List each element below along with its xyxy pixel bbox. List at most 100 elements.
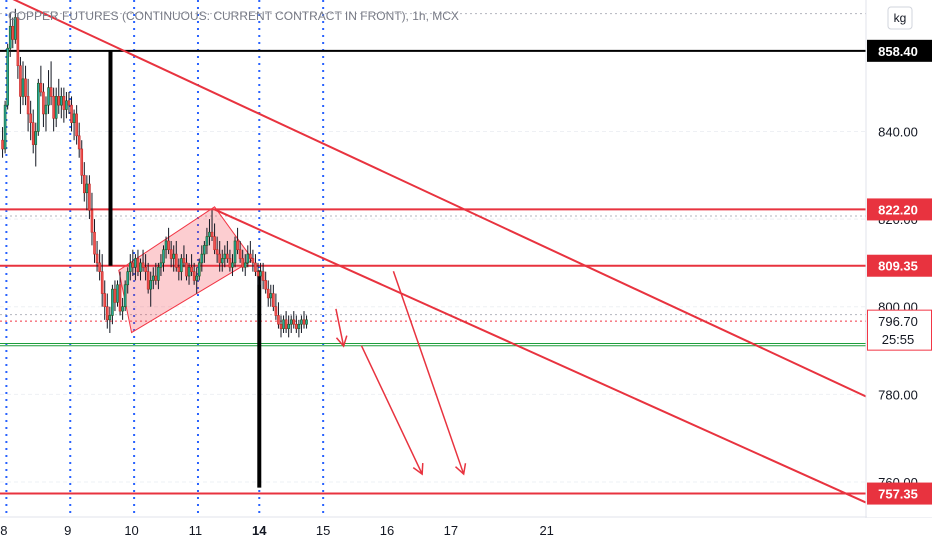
candle-118 — [302, 311, 306, 329]
candle-33 — [85, 175, 89, 211]
candle-body — [157, 266, 160, 281]
date-tick-label: 14 — [252, 523, 267, 538]
candle-66 — [169, 240, 173, 268]
candle-80 — [205, 227, 209, 255]
candle-body — [134, 258, 137, 268]
candle-16 — [42, 83, 45, 128]
candle-body — [149, 280, 153, 290]
candle-7 — [19, 56, 22, 114]
candle-37 — [95, 240, 99, 272]
candle-body — [70, 104, 73, 123]
candle-body — [151, 275, 155, 281]
candle-107 — [274, 293, 278, 320]
candle-24 — [62, 87, 66, 123]
candle-49 — [126, 267, 130, 294]
candle-body — [200, 253, 204, 264]
candle-46 — [118, 271, 122, 316]
candle-body — [289, 319, 293, 325]
candle-body — [67, 100, 71, 106]
candle-body — [105, 306, 109, 321]
candle-body — [295, 323, 298, 329]
arrow-1[interactable] — [360, 345, 424, 476]
candle-86 — [220, 249, 224, 272]
candle-body — [226, 253, 229, 259]
candle-105 — [269, 284, 273, 307]
candle-body — [126, 271, 130, 286]
trend-line-1[interactable] — [214, 208, 867, 504]
unit-button-label: kg — [894, 11, 907, 25]
level-tag-label: 858.40 — [878, 44, 918, 59]
date-tick-label: 11 — [189, 523, 203, 538]
candle-55 — [141, 249, 145, 272]
candle-19 — [49, 61, 53, 106]
candle-body — [223, 253, 227, 259]
candle-body — [300, 319, 303, 325]
candle-body — [213, 236, 216, 251]
candle-body — [39, 82, 43, 93]
candle-58 — [149, 271, 153, 307]
projection-arrows[interactable] — [335, 270, 467, 476]
candle-21 — [54, 87, 58, 128]
candle-2 — [6, 43, 9, 110]
candle-body — [277, 315, 280, 325]
candle-36 — [93, 219, 96, 263]
candle-108 — [277, 302, 280, 329]
candle-76 — [195, 267, 199, 294]
candle-body — [154, 275, 158, 281]
candle-body — [169, 249, 173, 259]
candle-1 — [3, 100, 7, 154]
time-axis-ticks: 8 9 10 11 14 15 16 17 21 — [0, 523, 554, 538]
price-tick-label: 780.00 — [878, 387, 918, 402]
candle-body — [210, 231, 214, 237]
candle-30 — [77, 122, 81, 158]
arrow-shaft — [392, 270, 465, 475]
candle-69 — [177, 258, 181, 281]
trend-lines[interactable] — [10, 0, 867, 504]
candle-74 — [190, 254, 193, 277]
candle-body — [90, 210, 94, 233]
vertical-bars[interactable] — [108, 50, 262, 488]
candle-body — [62, 96, 66, 110]
candle-body — [218, 253, 221, 264]
candle-body — [174, 253, 178, 268]
horizontal-level-lines[interactable] — [0, 13, 866, 495]
candle-91 — [233, 236, 237, 268]
candle-body — [241, 258, 244, 268]
arrow-2[interactable] — [392, 270, 467, 476]
candle-42 — [108, 306, 112, 333]
trend-line-0[interactable] — [10, 0, 867, 398]
level-tag-0: 858.40 — [867, 39, 932, 62]
candle-body — [236, 240, 239, 251]
price-tick-label: 840.00 — [878, 124, 918, 139]
candle-67 — [172, 245, 176, 272]
candle-65 — [167, 227, 170, 255]
candle-52 — [134, 254, 137, 281]
candle-body — [261, 271, 265, 281]
date-tick-label: 17 — [444, 523, 458, 538]
candle-body — [205, 236, 209, 246]
candle-38 — [98, 249, 101, 281]
candle-body — [128, 262, 132, 272]
candle-4 — [11, 17, 15, 49]
date-tick-label: 15 — [316, 523, 330, 538]
candle-body — [197, 262, 201, 277]
candlestick-series — [1, 8, 308, 338]
arrow-0[interactable] — [335, 308, 348, 348]
candle-body — [139, 262, 142, 272]
candle-body — [100, 271, 104, 294]
time-axis-background[interactable] — [0, 518, 932, 550]
unit-button[interactable]: kg — [887, 6, 913, 30]
candle-90 — [231, 254, 234, 277]
candle-6 — [16, 13, 20, 79]
candle-body — [85, 183, 89, 194]
candle-body — [54, 96, 58, 119]
candle-70 — [180, 254, 183, 281]
level-tag-label: 757.35 — [878, 487, 918, 502]
candle-45 — [116, 280, 119, 307]
candle-3 — [8, 13, 12, 57]
horizontal-grid — [0, 130, 866, 483]
candle-body — [146, 271, 150, 290]
candle-body — [37, 82, 40, 132]
candle-59 — [151, 267, 155, 290]
